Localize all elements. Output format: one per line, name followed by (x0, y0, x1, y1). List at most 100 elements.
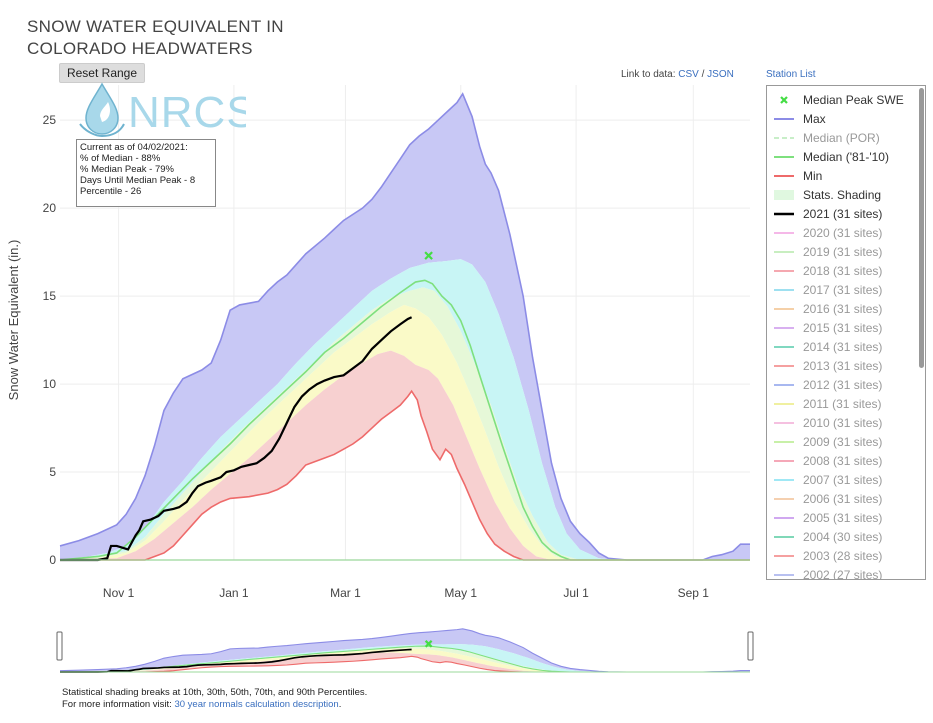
legend-label: 2007 (31 sites) (803, 473, 883, 487)
legend-label: 2008 (31 sites) (803, 454, 883, 468)
legend-item[interactable]: 2004 (30 sites) (773, 528, 882, 547)
legend-item[interactable]: 2008 (31 sites) (773, 452, 882, 471)
legend-swatch (773, 376, 795, 395)
legend-swatch (773, 167, 795, 186)
legend-item[interactable]: Median (POR) (773, 129, 880, 148)
legend-item[interactable]: 2007 (31 sites) (773, 471, 882, 490)
x-tick-label: Jul 1 (563, 586, 589, 600)
series-median-line (59, 645, 750, 673)
current-stats-box: Current as of 04/02/2021: % of Median - … (76, 139, 216, 207)
y-tick-label: 0 (49, 553, 56, 567)
legend-swatch (773, 186, 795, 205)
legend-item[interactable]: 2006 (31 sites) (773, 490, 882, 509)
title-line-2: COLORADO HEADWATERS (27, 39, 253, 58)
series-2021-line (60, 316, 413, 562)
legend-swatch (773, 281, 795, 300)
series-2021-line (60, 648, 412, 673)
legend-item[interactable]: 2005 (31 sites) (773, 509, 882, 528)
footer-more-info-prefix: For more information visit: (62, 699, 172, 710)
legend-label: 2019 (31 sites) (803, 245, 883, 259)
info-pct-median-peak: % Median Peak - 79% (80, 164, 174, 175)
chart-title: SNOW WATER EQUIVALENT IN COLORADO HEADWA… (27, 16, 284, 60)
legend-swatch (773, 300, 795, 319)
info-percentile: Percentile - 26 (80, 186, 142, 197)
legend-swatch (773, 452, 795, 471)
legend-item[interactable]: 2021 (31 sites) (773, 205, 882, 224)
median-peak-marker[interactable] (424, 251, 433, 260)
legend-item[interactable]: 2016 (31 sites) (773, 300, 882, 319)
legend-item[interactable]: 2010 (31 sites) (773, 414, 882, 433)
legend-item[interactable]: 2003 (28 sites) (773, 547, 882, 566)
legend-label: 2018 (31 sites) (803, 264, 883, 278)
y-tick-label: 25 (43, 113, 57, 127)
legend-item[interactable]: 2018 (31 sites) (773, 262, 882, 281)
legend-swatch (773, 566, 795, 579)
legend-label: 2021 (31 sites) (803, 207, 883, 221)
logo-text: NRCS (128, 88, 246, 137)
chart-legend[interactable]: Median Peak SWE Max Median (POR) Median ('8… (766, 85, 926, 580)
link-separator: / (701, 69, 705, 80)
water-drop-icon (79, 82, 125, 138)
legend-item[interactable]: 2019 (31 sites) (773, 243, 882, 262)
y-tick-label: 15 (43, 289, 57, 303)
legend-item[interactable]: Max (773, 110, 826, 129)
x-marker-icon (773, 91, 795, 110)
band-50-30 (60, 304, 750, 560)
legend-item[interactable]: 2002 (27 sites) (773, 566, 882, 579)
y-tick-label: 20 (43, 201, 57, 215)
legend-label: Median ('81-'10) (803, 150, 889, 164)
band-30-min (60, 350, 750, 560)
info-date: Current as of 04/02/2021: (80, 142, 188, 153)
band-50-30 (60, 648, 750, 672)
legend-item[interactable]: 2013 (31 sites) (773, 357, 882, 376)
series-min-line (60, 655, 750, 673)
legend-swatch (773, 357, 795, 376)
legend-item[interactable]: Median ('81-'10) (773, 148, 889, 167)
legend-item[interactable]: 2020 (31 sites) (773, 224, 882, 243)
series-median-line (59, 279, 750, 561)
range-handle-left[interactable] (56, 631, 63, 661)
legend-label: Median Peak SWE (803, 93, 904, 107)
legend-item[interactable]: 2009 (31 sites) (773, 433, 882, 452)
legend-item[interactable]: 2017 (31 sites) (773, 281, 882, 300)
legend-item[interactable]: Min (773, 167, 822, 186)
legend-swatch (773, 395, 795, 414)
info-days-until-peak: Days Until Median Peak - 8 (80, 175, 196, 186)
station-list-link[interactable]: Station List (766, 69, 816, 80)
nrcs-logo: NRCS (76, 80, 256, 145)
footer-more-info: For more information visit: 30 year norm… (62, 699, 367, 711)
legend-swatch (773, 224, 795, 243)
range-slider-chart[interactable] (56, 619, 754, 674)
range-handle-right[interactable] (747, 631, 754, 661)
legend-item[interactable]: 2012 (31 sites) (773, 376, 882, 395)
legend-label: Stats. Shading (803, 188, 882, 202)
legend-swatch (773, 547, 795, 566)
legend-item[interactable]: 2011 (31 sites) (773, 395, 882, 414)
legend-item[interactable]: 2015 (31 sites) (773, 319, 882, 338)
band-max-90 (60, 93, 750, 560)
legend-swatch (773, 205, 795, 224)
legend-label: 2017 (31 sites) (803, 283, 883, 297)
legend-label: 2015 (31 sites) (803, 321, 883, 335)
normals-description-link[interactable]: 30 year normals calculation description (174, 699, 339, 710)
x-tick-label: Jan 1 (219, 586, 249, 600)
csv-link[interactable]: CSV (678, 69, 699, 80)
legend-label: 2020 (31 sites) (803, 226, 883, 240)
link-prefix: Link to data: (621, 69, 676, 80)
x-tick-label: Mar 1 (330, 586, 361, 600)
legend-label: 2005 (31 sites) (803, 511, 883, 525)
x-tick-label: Nov 1 (103, 586, 135, 600)
legend-scrollbar[interactable] (919, 88, 924, 368)
legend-swatch (773, 338, 795, 357)
footer-notes: Statistical shading breaks at 10th, 30th… (62, 687, 367, 711)
x-tick-label: Sep 1 (678, 586, 710, 600)
legend-item[interactable]: Stats. Shading (773, 186, 881, 205)
median-peak-marker[interactable] (424, 640, 433, 648)
json-link[interactable]: JSON (707, 69, 734, 80)
reset-range-button[interactable]: Reset Range (59, 63, 145, 83)
legend-swatch (773, 129, 795, 148)
legend-item[interactable]: Median Peak SWE (773, 91, 904, 110)
legend-swatch (773, 509, 795, 528)
legend-item[interactable]: 2014 (31 sites) (773, 338, 882, 357)
